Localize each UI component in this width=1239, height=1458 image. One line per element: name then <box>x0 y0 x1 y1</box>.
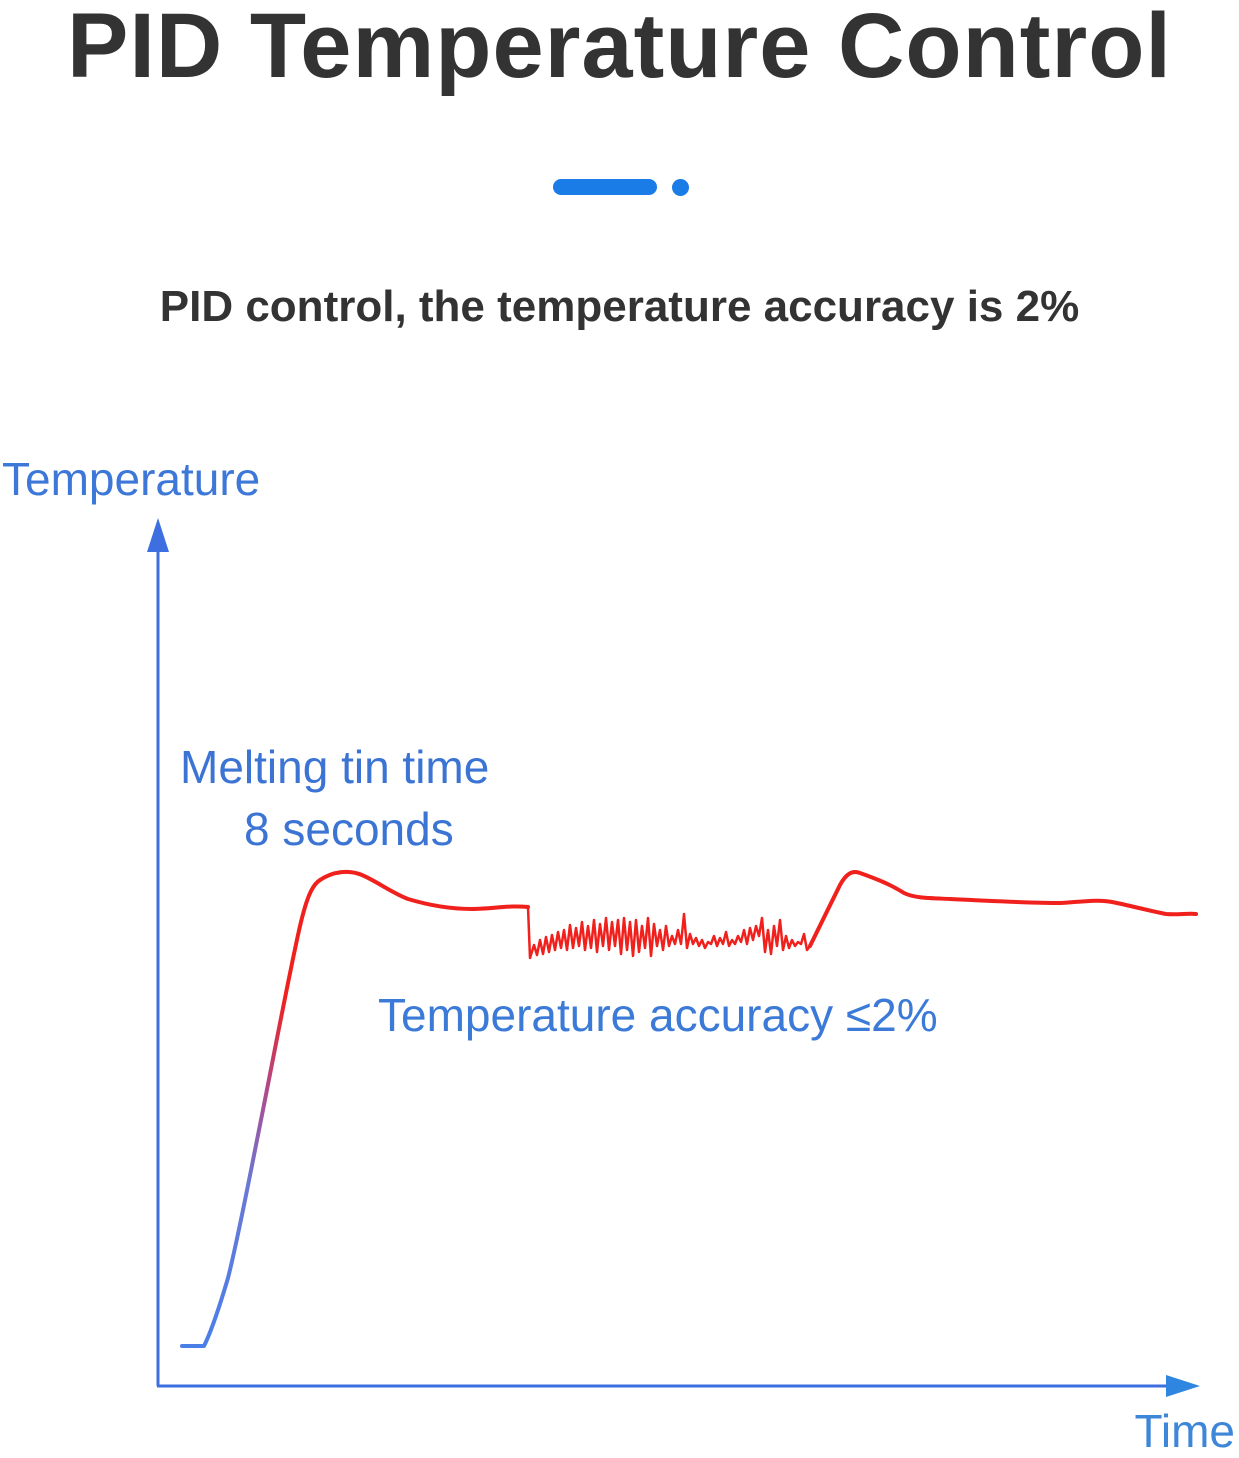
subtitle: PID control, the temperature accuracy is… <box>159 282 1080 331</box>
y-axis-arrow <box>147 518 169 552</box>
x-axis-label: Time <box>1134 1405 1235 1457</box>
melting-time-annotation: Melting tin time 8 seconds <box>180 736 489 860</box>
stable-curve <box>318 869 530 911</box>
fluctuation-curve <box>526 905 812 960</box>
melting-time-line2: 8 seconds <box>244 803 454 855</box>
recovery-curve <box>808 870 1198 948</box>
heating-curve <box>180 878 322 1348</box>
divider-dot <box>672 179 689 196</box>
y-axis-label: Temperature <box>2 453 261 505</box>
melting-time-line1: Melting tin time <box>180 741 490 793</box>
page-title: PID Temperature Control <box>67 0 1172 97</box>
accuracy-annotation: Temperature accuracy ≤2% <box>378 989 938 1041</box>
divider-bar <box>553 179 657 195</box>
x-axis-arrow <box>1166 1375 1200 1397</box>
